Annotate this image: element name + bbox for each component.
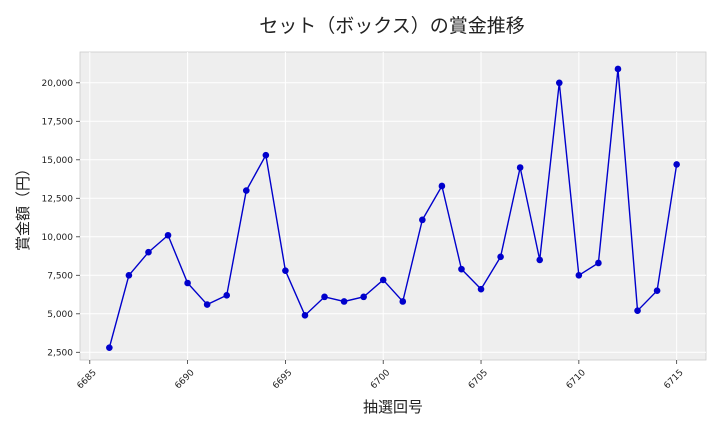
data-point	[653, 287, 661, 295]
data-point	[458, 265, 465, 273]
y-axis-title: 賞金額（円）	[14, 161, 32, 251]
x-tick-label: 6700	[369, 368, 392, 391]
x-tick-label: 6715	[662, 368, 685, 391]
data-point	[106, 344, 113, 351]
data-point	[379, 276, 387, 284]
x-tick-label: 6710	[565, 368, 588, 391]
y-tick-label: 12,500	[42, 194, 74, 204]
data-point	[477, 285, 485, 293]
data-point	[145, 248, 152, 256]
x-tick-label: 6690	[173, 368, 196, 391]
x-axis-title: 抽選回号	[363, 398, 423, 416]
data-point	[262, 151, 270, 159]
data-point	[497, 253, 504, 261]
chart-title: セット（ボックス）の賞金推移	[259, 15, 524, 37]
data-point	[340, 298, 348, 305]
data-point	[399, 298, 407, 305]
data-point	[516, 164, 524, 171]
data-point	[125, 272, 133, 279]
y-tick-label: 2,500	[47, 348, 73, 358]
data-point	[360, 293, 367, 301]
y-tick-label: 17,500	[42, 117, 74, 127]
series-line	[108, 68, 678, 348]
y-tick-label: 5,000	[47, 310, 73, 320]
data-point	[419, 216, 426, 224]
data-point	[301, 312, 309, 319]
data-point	[242, 187, 250, 194]
x-tick-label: 6695	[271, 368, 294, 391]
x-tick-label: 6705	[467, 368, 490, 391]
data-point	[634, 307, 641, 315]
data-point	[555, 79, 563, 87]
data-point	[184, 279, 191, 287]
data-point	[575, 272, 583, 279]
data-point	[282, 267, 289, 274]
x-tick-label: 6685	[76, 368, 99, 391]
series-layer	[106, 65, 680, 351]
data-point	[673, 161, 680, 168]
data-point	[164, 231, 172, 239]
data-point	[321, 293, 328, 301]
data-point	[614, 65, 622, 73]
grid-lines	[80, 52, 706, 360]
y-tick-label: 20,000	[42, 79, 74, 89]
y-tick-label: 7,500	[47, 271, 73, 281]
data-point	[223, 292, 231, 299]
plot-area	[79, 51, 707, 361]
data-point	[595, 259, 602, 267]
y-tick-label: 15,000	[42, 156, 74, 166]
data-point	[438, 182, 446, 190]
data-point	[203, 301, 211, 308]
y-tick-label: 10,000	[42, 233, 74, 243]
data-point	[536, 256, 544, 264]
